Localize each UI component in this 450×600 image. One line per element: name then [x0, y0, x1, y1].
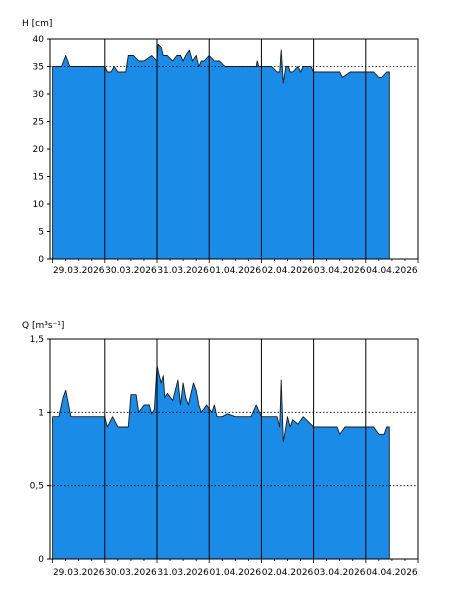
chart2-x-tick-label: 30.03.2026 [105, 568, 157, 578]
chart2-y-tick-label: 1,5 [30, 335, 44, 345]
chart1-x-tick-label: 04.04.2026 [366, 266, 418, 276]
chart1-y-axis-label: H [cm] [22, 19, 52, 29]
chart1-y-tick-label: 5 [38, 228, 44, 238]
chart2-x-tick-label: 01.04.2026 [210, 568, 262, 578]
chart1-y-tick-label: 40 [33, 35, 45, 45]
chart1-y-tick-label: 0 [38, 255, 44, 265]
chart2-y-tick-label: 0,5 [30, 482, 44, 492]
chart2: 0 0,5 1 1,5 Q [m³s⁻¹] 29.03.2026 30.03.2026 31.… [22, 321, 419, 578]
chart2-x-tick-label: 31.03.2026 [157, 568, 209, 578]
chart1-series-area [52, 44, 390, 260]
chart1-y-tick-label: 30 [33, 90, 45, 100]
chart1-y-tick-label: 25 [33, 118, 44, 128]
chart2-frame [49, 338, 419, 560]
chart2-x-tick-label: 29.03.2026 [53, 568, 105, 578]
chart1: 0 5 10 15 20 25 30 35 40 H [cm] 29.03.2026 30.03.20… [22, 19, 419, 276]
chart1-x-tick-label: 31.03.2026 [157, 266, 209, 276]
chart2-series-area [52, 364, 390, 560]
chart1-y-tick-label: 10 [33, 200, 45, 210]
chart1-x-tick-label: 02.04.2026 [262, 266, 314, 276]
chart1-x-tick-label: 29.03.2026 [53, 266, 105, 276]
chart2-y-tick-label: 1 [38, 408, 44, 418]
chart1-y-tick-label: 35 [33, 63, 44, 73]
chart1-x-tick-label: 03.04.2026 [314, 266, 366, 276]
chart1-y-tick-label: 15 [33, 173, 44, 183]
chart1-y-tick-label: 20 [33, 145, 45, 155]
chart2-y-tick-label: 0 [38, 555, 44, 565]
chart2-x-tick-label: 04.04.2026 [366, 568, 418, 578]
chart2-x-tick-label: 03.04.2026 [314, 568, 366, 578]
chart1-x-tick-label: 01.04.2026 [210, 266, 262, 276]
chart1-x-tick-label: 30.03.2026 [105, 266, 157, 276]
chart2-x-tick-label: 02.04.2026 [262, 568, 314, 578]
chart2-y-axis-label: Q [m³s⁻¹] [22, 321, 64, 331]
